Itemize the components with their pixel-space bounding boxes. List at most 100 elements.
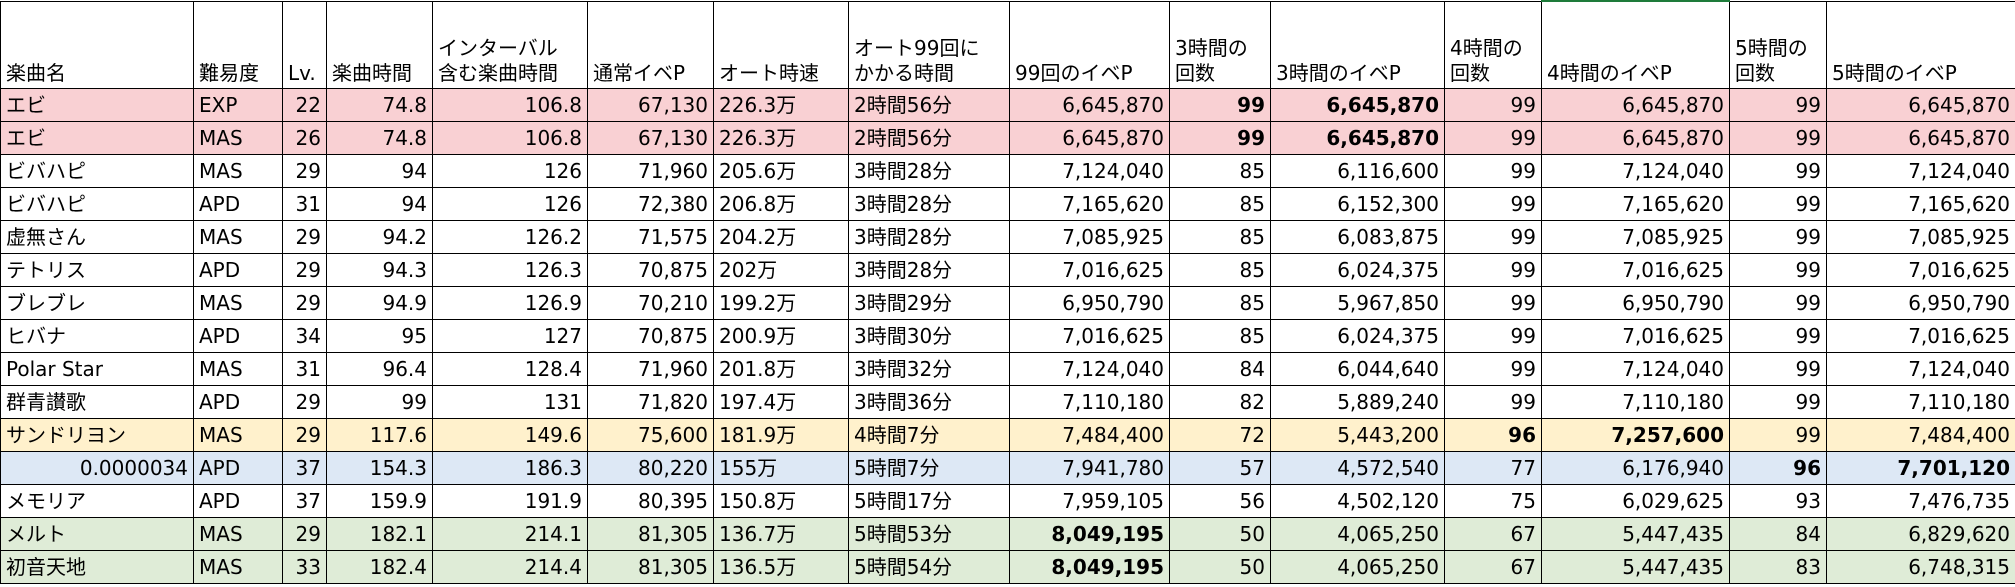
cell-5h-count[interactable]: 93 — [1729, 484, 1827, 518]
cell-song-name[interactable]: 虚無さん — [0, 220, 194, 254]
cell-auto-99-time[interactable]: 3時間28分 — [848, 220, 1010, 254]
cell-5h-count[interactable]: 99 — [1729, 187, 1827, 221]
cell-level[interactable]: 29 — [282, 154, 327, 188]
cell-difficulty[interactable]: APD — [193, 253, 283, 287]
cell-normal-event-points[interactable]: 71,575 — [587, 220, 714, 254]
cell-auto-99-time[interactable]: 5時間53分 — [848, 517, 1010, 551]
cell-5h-event-points[interactable]: 6,950,790 — [1826, 286, 2015, 320]
cell-4h-event-points[interactable]: 6,950,790 — [1541, 286, 1730, 320]
cell-auto-99-time[interactable]: 3時間29分 — [848, 286, 1010, 320]
cell-5h-event-points[interactable]: 7,701,120 — [1826, 451, 2015, 485]
header-cell-level[interactable]: Lv. — [282, 0, 327, 89]
cell-auto-hourly[interactable]: 199.2万 — [713, 286, 849, 320]
cell-time-with-interval[interactable]: 127 — [432, 319, 588, 353]
cell-5h-event-points[interactable]: 7,016,625 — [1826, 253, 2015, 287]
cell-song-time[interactable]: 74.8 — [326, 121, 433, 155]
header-cell-song-time[interactable]: 楽曲時間 — [326, 0, 433, 89]
cell-5h-count[interactable]: 99 — [1729, 286, 1827, 320]
cell-auto-hourly[interactable]: 202万 — [713, 253, 849, 287]
cell-4h-event-points[interactable]: 7,124,040 — [1541, 352, 1730, 386]
cell-auto-hourly[interactable]: 136.5万 — [713, 550, 849, 584]
header-cell-normal-event-points[interactable]: 通常イベP — [587, 0, 714, 89]
cell-normal-event-points[interactable]: 72,380 — [587, 187, 714, 221]
header-cell-auto-99-time[interactable]: オート99回に かかる時間 — [848, 0, 1010, 89]
cell-level[interactable]: 33 — [282, 550, 327, 584]
cell-5h-event-points[interactable]: 7,484,400 — [1826, 418, 2015, 452]
cell-5h-count[interactable]: 96 — [1729, 451, 1827, 485]
cell-song-name[interactable]: ブレブレ — [0, 286, 194, 320]
cell-4h-event-points[interactable]: 6,176,940 — [1541, 451, 1730, 485]
cell-99-event-points[interactable]: 7,016,625 — [1009, 253, 1170, 287]
cell-auto-hourly[interactable]: 205.6万 — [713, 154, 849, 188]
cell-3h-count[interactable]: 72 — [1169, 418, 1271, 452]
cell-song-name[interactable]: エビ — [0, 88, 194, 122]
cell-difficulty[interactable]: APD — [193, 451, 283, 485]
cell-3h-event-points[interactable]: 4,502,120 — [1270, 484, 1445, 518]
cell-99-event-points[interactable]: 7,959,105 — [1009, 484, 1170, 518]
cell-4h-event-points[interactable]: 7,016,625 — [1541, 253, 1730, 287]
cell-time-with-interval[interactable]: 106.8 — [432, 88, 588, 122]
cell-auto-hourly[interactable]: 200.9万 — [713, 319, 849, 353]
cell-4h-event-points[interactable]: 7,165,620 — [1541, 187, 1730, 221]
cell-time-with-interval[interactable]: 126.2 — [432, 220, 588, 254]
cell-3h-event-points[interactable]: 6,024,375 — [1270, 253, 1445, 287]
cell-4h-count[interactable]: 75 — [1444, 484, 1542, 518]
cell-4h-event-points[interactable]: 7,110,180 — [1541, 385, 1730, 419]
cell-difficulty[interactable]: APD — [193, 484, 283, 518]
cell-level[interactable]: 37 — [282, 451, 327, 485]
cell-4h-count[interactable]: 99 — [1444, 154, 1542, 188]
cell-difficulty[interactable]: MAS — [193, 418, 283, 452]
cell-song-name[interactable]: ヒバナ — [0, 319, 194, 353]
cell-difficulty[interactable]: APD — [193, 385, 283, 419]
cell-5h-count[interactable]: 99 — [1729, 253, 1827, 287]
cell-time-with-interval[interactable]: 131 — [432, 385, 588, 419]
cell-song-name[interactable]: メモリア — [0, 484, 194, 518]
cell-4h-event-points[interactable]: 6,645,870 — [1541, 121, 1730, 155]
cell-3h-count[interactable]: 85 — [1169, 187, 1271, 221]
cell-song-name[interactable]: ビバハピ — [0, 187, 194, 221]
cell-time-with-interval[interactable]: 106.8 — [432, 121, 588, 155]
cell-auto-hourly[interactable]: 226.3万 — [713, 121, 849, 155]
cell-3h-count[interactable]: 56 — [1169, 484, 1271, 518]
cell-4h-event-points[interactable]: 7,085,925 — [1541, 220, 1730, 254]
cell-5h-count[interactable]: 99 — [1729, 385, 1827, 419]
cell-4h-count[interactable]: 96 — [1444, 418, 1542, 452]
cell-normal-event-points[interactable]: 71,960 — [587, 154, 714, 188]
cell-auto-99-time[interactable]: 5時間17分 — [848, 484, 1010, 518]
cell-song-time[interactable]: 159.9 — [326, 484, 433, 518]
cell-4h-count[interactable]: 99 — [1444, 385, 1542, 419]
cell-5h-count[interactable]: 99 — [1729, 88, 1827, 122]
cell-difficulty[interactable]: MAS — [193, 517, 283, 551]
cell-level[interactable]: 29 — [282, 220, 327, 254]
cell-4h-event-points[interactable]: 6,029,625 — [1541, 484, 1730, 518]
cell-4h-count[interactable]: 99 — [1444, 286, 1542, 320]
cell-level[interactable]: 29 — [282, 385, 327, 419]
cell-99-event-points[interactable]: 7,165,620 — [1009, 187, 1170, 221]
cell-normal-event-points[interactable]: 67,130 — [587, 88, 714, 122]
cell-song-name[interactable]: テトリス — [0, 253, 194, 287]
cell-4h-count[interactable]: 67 — [1444, 517, 1542, 551]
cell-3h-event-points[interactable]: 4,065,250 — [1270, 550, 1445, 584]
cell-99-event-points[interactable]: 8,049,195 — [1009, 517, 1170, 551]
cell-5h-event-points[interactable]: 6,645,870 — [1826, 88, 2015, 122]
cell-time-with-interval[interactable]: 149.6 — [432, 418, 588, 452]
cell-time-with-interval[interactable]: 126 — [432, 154, 588, 188]
cell-time-with-interval[interactable]: 191.9 — [432, 484, 588, 518]
cell-level[interactable]: 31 — [282, 352, 327, 386]
cell-3h-event-points[interactable]: 5,967,850 — [1270, 286, 1445, 320]
cell-song-time[interactable]: 117.6 — [326, 418, 433, 452]
cell-normal-event-points[interactable]: 81,305 — [587, 550, 714, 584]
cell-normal-event-points[interactable]: 70,875 — [587, 253, 714, 287]
cell-song-time[interactable]: 94.9 — [326, 286, 433, 320]
cell-3h-count[interactable]: 84 — [1169, 352, 1271, 386]
cell-difficulty[interactable]: MAS — [193, 220, 283, 254]
cell-4h-count[interactable]: 77 — [1444, 451, 1542, 485]
cell-level[interactable]: 29 — [282, 253, 327, 287]
cell-time-with-interval[interactable]: 214.4 — [432, 550, 588, 584]
cell-song-name[interactable]: サンドリヨン — [0, 418, 194, 452]
cell-99-event-points[interactable]: 7,124,040 — [1009, 352, 1170, 386]
cell-difficulty[interactable]: MAS — [193, 286, 283, 320]
cell-5h-event-points[interactable]: 6,645,870 — [1826, 121, 2015, 155]
cell-auto-99-time[interactable]: 3時間32分 — [848, 352, 1010, 386]
cell-level[interactable]: 31 — [282, 187, 327, 221]
